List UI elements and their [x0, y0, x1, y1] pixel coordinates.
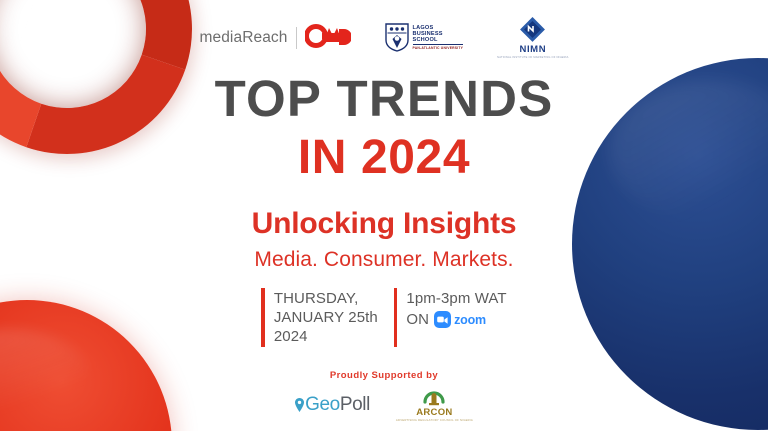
- supported-by-label: Proudly Supported by: [329, 370, 439, 381]
- nimn-logo: NIMN NATIONAL INSTITUTE OF MARKETING OF …: [497, 16, 568, 59]
- date-accent-bar: [261, 288, 265, 347]
- event-date-text: THURSDAY, JANUARY 25th 2024: [274, 288, 378, 347]
- date-line-3: 2024: [273, 328, 308, 346]
- arcon-subtitle: ADVERTISING REGULATORY COUNCIL OF NIGERI…: [395, 417, 473, 422]
- headline-block: TOP TRENDS IN 2024 Unlocking Insights Me…: [0, 72, 768, 271]
- geopoll-wordmark: GeoPoll: [305, 394, 370, 416]
- date-line-1: THURSDAY,: [273, 290, 359, 307]
- time-accent-bar: [393, 288, 398, 347]
- location-pin-icon: [295, 397, 305, 412]
- lbs-line-3: SCHOOL: [412, 36, 438, 43]
- geopoll-logo: GeoPoll: [295, 394, 370, 416]
- page-title-year: IN 2024: [297, 131, 471, 185]
- logo-divider: [295, 26, 297, 49]
- platform-line: ON zoom: [406, 310, 506, 329]
- nimn-subtitle: NATIONAL INSTITUTE OF MARKETING OF NIGER…: [497, 56, 569, 59]
- lbs-line-2: BUSINESS: [412, 30, 443, 37]
- arcon-logo: ARCON ADVERTISING REGULATORY COUNCIL OF …: [396, 388, 473, 422]
- event-time-text: 1pm-3pm WAT ON zoom: [406, 288, 507, 347]
- lbs-wordmark: LAGOS BUSINESS SCHOOL PAN-ATLANTIC UNIVE…: [412, 24, 464, 51]
- on-label: ON: [406, 311, 430, 329]
- mediareach-wordmark: mediaReach: [199, 28, 288, 46]
- event-date-block: THURSDAY, JANUARY 25th 2024: [261, 288, 378, 347]
- zoom-wordmark: zoom: [454, 312, 486, 327]
- nimn-diamond-icon: [520, 17, 546, 42]
- zoom-camera-icon: [434, 311, 452, 329]
- nimn-wordmark: NIMN: [519, 44, 547, 55]
- arcon-wordmark: ARCON: [416, 407, 453, 418]
- lagos-business-school-logo: LAGOS BUSINESS SCHOOL PAN-ATLANTIC UNIVE…: [384, 23, 464, 52]
- arcon-emblem-icon: [423, 391, 446, 406]
- mediareach-omd-logo: mediaReach: [199, 23, 351, 52]
- event-details-row: THURSDAY, JANUARY 25th 2024 1pm-3pm WAT …: [0, 288, 768, 347]
- sponsor-logo-bar: mediaReach: [0, 16, 768, 59]
- subtitle-primary: Unlocking Insights: [251, 206, 517, 240]
- date-line-2: JANUARY 25th: [273, 309, 378, 327]
- lbs-tagline: PAN-ATLANTIC UNIVERSITY: [412, 44, 464, 50]
- event-time-block: 1pm-3pm WAT ON zoom: [393, 288, 507, 347]
- page-title: TOP TRENDS: [214, 70, 554, 127]
- sponsor-logo-row: GeoPoll ARCON ADVERTISING REGULATORY COU…: [295, 388, 473, 422]
- lbs-crest-icon: [384, 23, 409, 52]
- subtitle-secondary: Media. Consumer. Markets.: [254, 247, 514, 271]
- geopoll-name-part-2: Poll: [339, 393, 370, 415]
- time-line: 1pm-3pm WAT: [406, 290, 507, 307]
- geopoll-name-part-1: Geo: [305, 393, 340, 415]
- lbs-line-1: LAGOS: [412, 24, 434, 31]
- omd-logo-icon: [304, 23, 351, 52]
- footer-sponsors: Proudly Supported by GeoPoll: [0, 370, 768, 422]
- zoom-logo[interactable]: zoom: [434, 311, 486, 329]
